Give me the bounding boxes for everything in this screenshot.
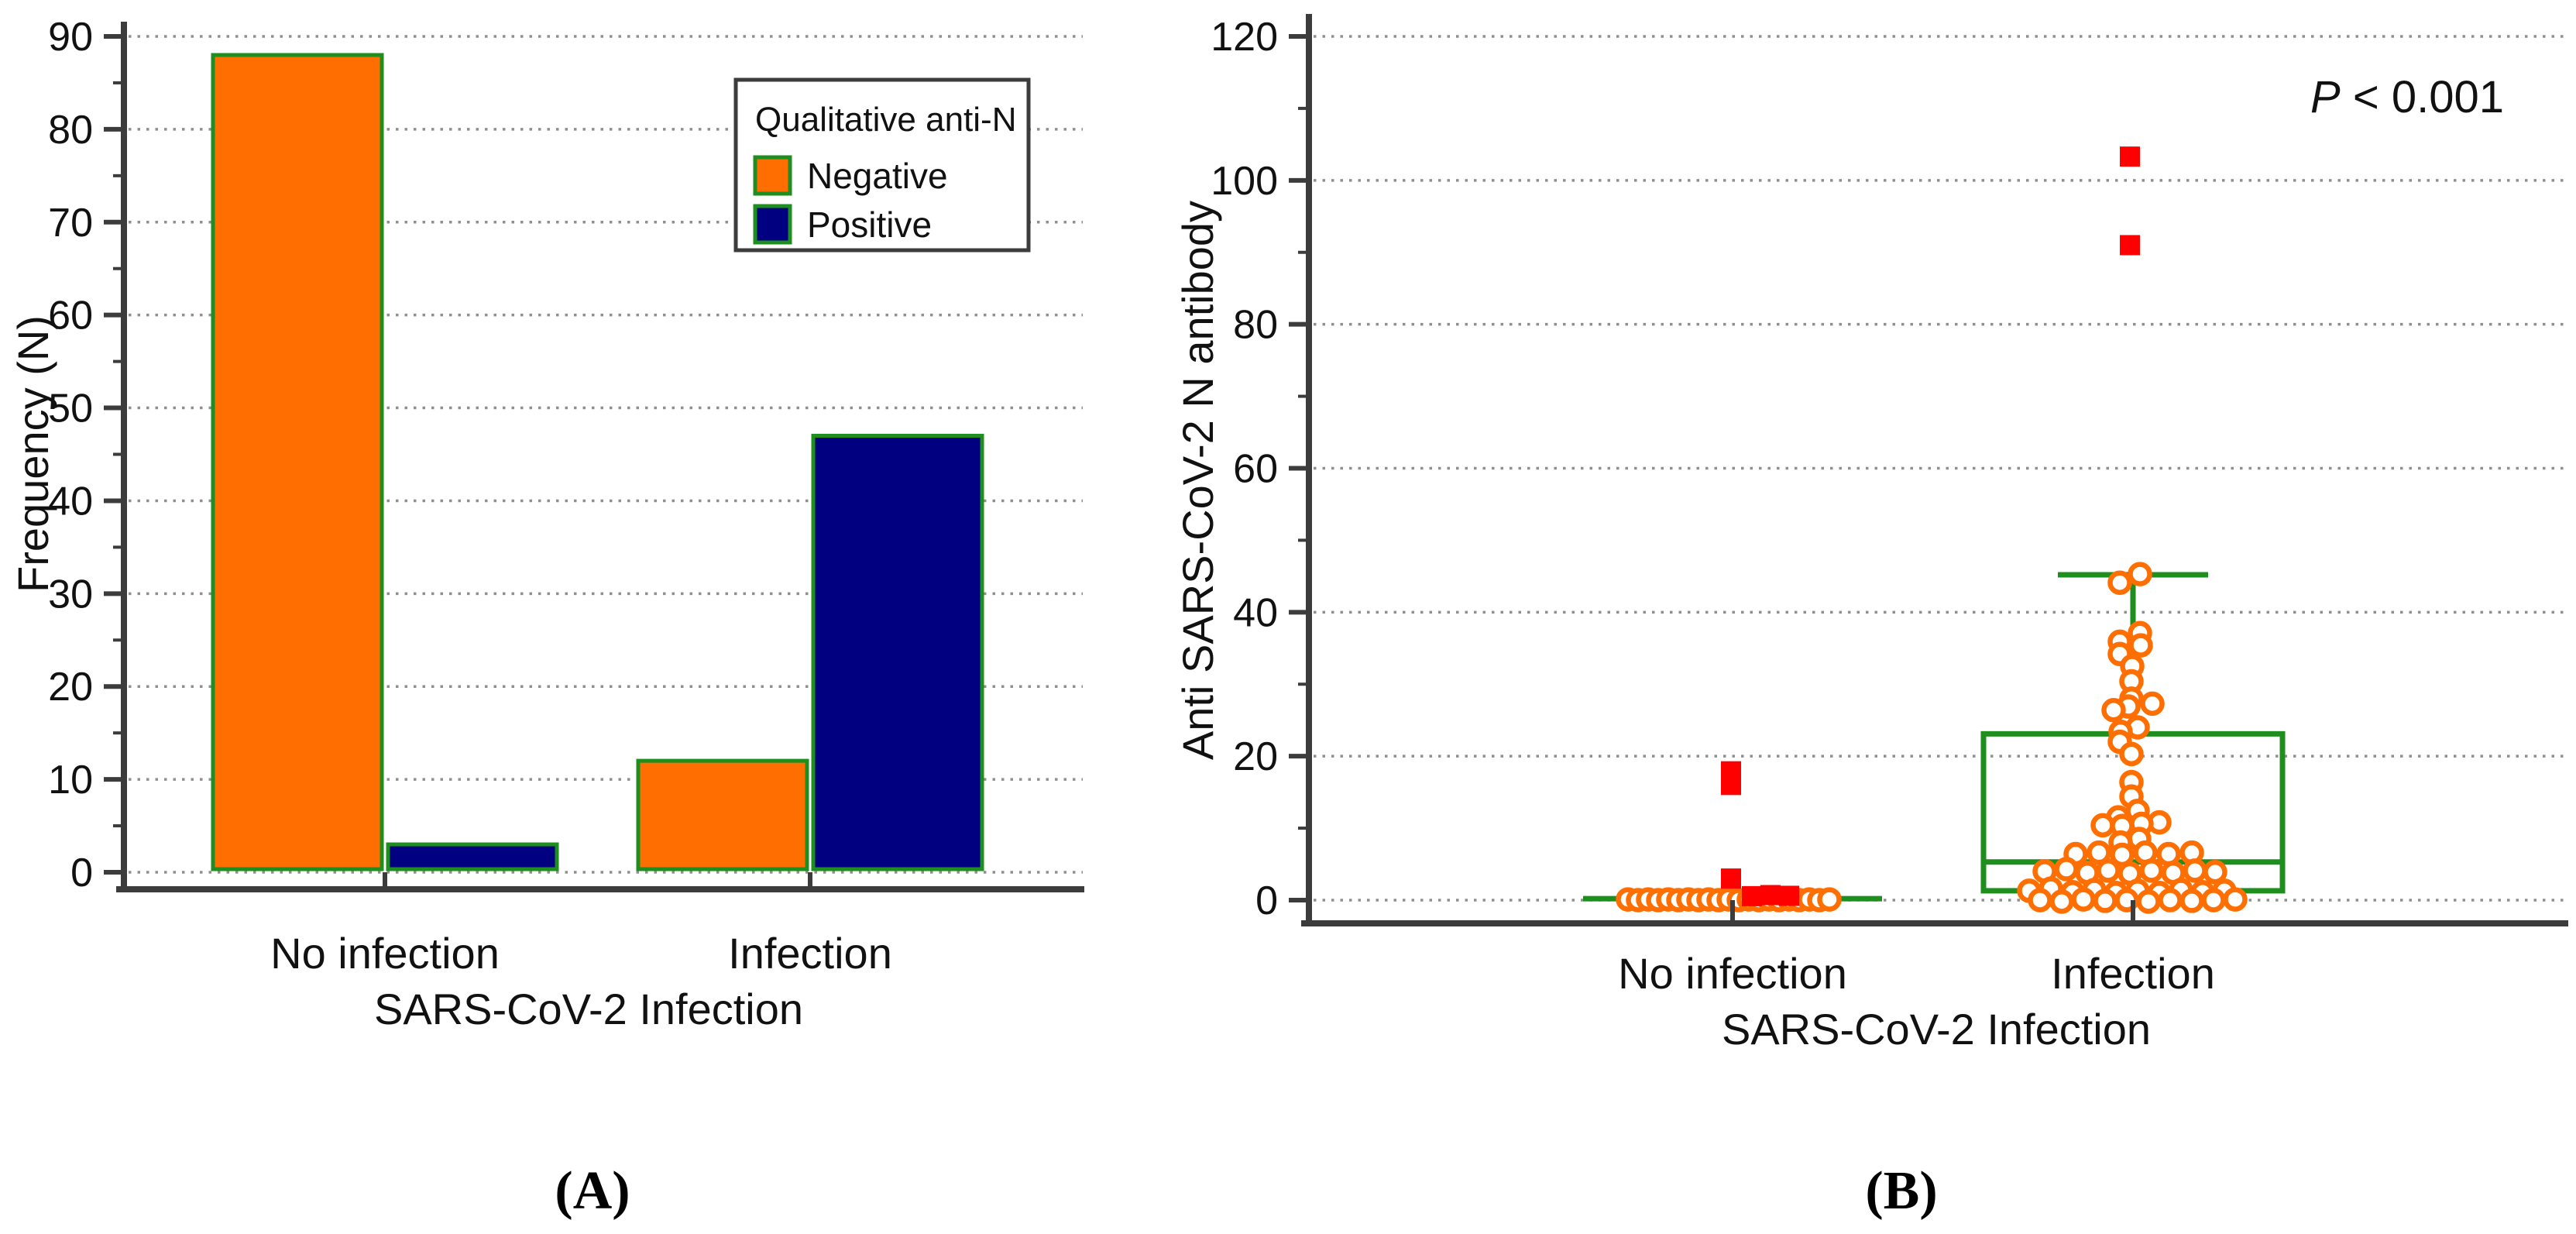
y-tick-label: 40 [48, 479, 93, 524]
data-point-square [1779, 885, 1799, 906]
bar-no-infection-negative [211, 53, 384, 871]
y-tick-label: 60 [48, 294, 93, 339]
data-point-circle [2158, 888, 2183, 913]
legend-swatch-positive [753, 204, 792, 245]
y-tick-label: 20 [1233, 734, 1278, 779]
data-point-square [2120, 146, 2140, 167]
data-point-circle [2071, 887, 2096, 912]
data-point-square [1721, 868, 1741, 889]
data-point-circle [2090, 813, 2115, 838]
y-tick-label: 0 [70, 851, 93, 895]
data-point-circle [2128, 562, 2152, 586]
data-point-circle [2093, 889, 2117, 913]
y-tick-label: 40 [1233, 590, 1278, 635]
data-point-circle [2140, 691, 2165, 717]
y-tick-label: 70 [48, 201, 93, 246]
data-point-circle [2107, 570, 2132, 595]
x-category-label: Infection [728, 929, 892, 978]
x-category-label: No infection [270, 929, 500, 978]
data-point-square [1721, 775, 1741, 796]
data-point-circle [2096, 858, 2121, 883]
data-point-circle [2028, 888, 2052, 913]
p-value-annotation: P < 0.001 [2310, 72, 2504, 122]
data-point-circle [2087, 840, 2111, 865]
data-point-square [1760, 885, 1781, 906]
y-tick-label: 20 [48, 665, 93, 710]
x-axis-title: SARS-CoV-2 Infection [1722, 1005, 2151, 1054]
y-tick-label: 90 [48, 15, 93, 60]
panel-b-chart: 0 20 40 60 80 100 120 No infection Infection SARS… [1173, 14, 2568, 1054]
y-tick-label: 80 [1233, 303, 1278, 348]
legend-label-negative: Negative [807, 156, 948, 196]
composite-chart: 0 10 20 30 40 50 60 70 80 90 No infection Infection… [9, 14, 2568, 1054]
data-point-circle [1817, 887, 1842, 912]
bar-infection-positive [811, 434, 984, 871]
y-tick-label: 60 [1233, 447, 1278, 492]
data-point-circle [2183, 858, 2207, 883]
data-point-circle [2119, 741, 2144, 767]
y-axis-title: Frequency (N) [9, 315, 57, 593]
data-point-circle [2049, 889, 2074, 914]
data-point-square [1742, 885, 1762, 906]
bar-no-infection-positive [386, 842, 559, 871]
y-tick-label: 10 [48, 758, 93, 803]
bar-infection-negative [636, 758, 809, 871]
y-tick-label: 50 [48, 387, 93, 431]
data-point-circle [2128, 633, 2153, 658]
data-point-circle [2101, 697, 2126, 723]
data-point-circle [2201, 888, 2226, 913]
y-tick-label: 30 [48, 572, 93, 617]
data-point-circle [2139, 858, 2164, 883]
data-point-circle [2203, 860, 2227, 885]
panel-b-label: (B) [1865, 1161, 1938, 1221]
data-point-circle [2223, 887, 2248, 912]
legend-label-positive: Positive [807, 205, 932, 245]
y-tick-label: 80 [48, 108, 93, 153]
y-tick-label: 100 [1211, 159, 1278, 204]
data-point-circle [2179, 889, 2204, 913]
panel-a-chart: 0 10 20 30 40 50 60 70 80 90 No infection Infection… [9, 15, 1084, 1033]
y-tick-label: 0 [1255, 878, 1278, 923]
x-axis-title: SARS-CoV-2 Infection [374, 985, 803, 1033]
x-category-label: No infection [1618, 949, 1847, 998]
panel-a-label: (A) [555, 1161, 630, 1221]
data-point-square [2120, 235, 2140, 256]
legend-title: Qualitative anti-N [755, 101, 1016, 139]
x-category-label: Infection [2051, 949, 2215, 998]
y-tick-label: 120 [1211, 15, 1278, 60]
data-point-circle [2136, 889, 2161, 914]
y-axis-title: Anti SARS-CoV-2 N antibody [1173, 201, 1222, 760]
legend-swatch-negative [753, 155, 792, 196]
data-point-circle [2054, 857, 2079, 882]
